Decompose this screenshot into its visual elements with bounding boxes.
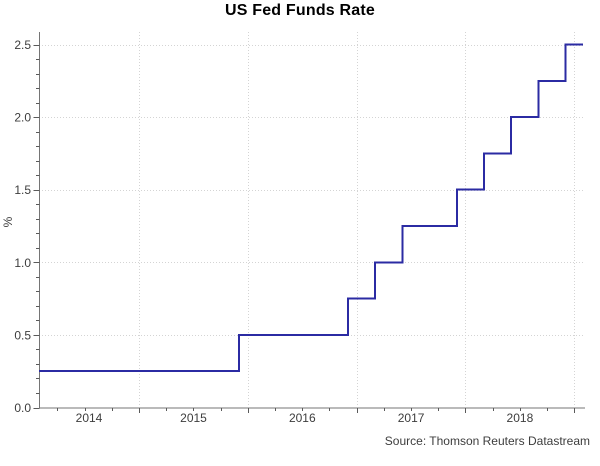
rate-step-line (39, 43, 583, 373)
x-tick-label: 2015 (180, 411, 207, 425)
y-tick-label: 2.0 (14, 111, 31, 125)
source-attribution: Source: Thomson Reuters Datastream (384, 434, 590, 448)
y-tick-label: 1.0 (14, 256, 31, 270)
x-tick-label: 2018 (507, 411, 534, 425)
y-tick-label: 1.5 (14, 183, 31, 197)
y-tick-label: 2.5 (14, 38, 31, 52)
x-tick-label: 2017 (398, 411, 425, 425)
y-tick-label: 0.5 (14, 328, 31, 342)
y-tick-label: 0.0 (14, 401, 31, 415)
x-tick-label: 2016 (289, 411, 316, 425)
x-tick-label: 2014 (76, 411, 103, 425)
chart-title: US Fed Funds Rate (224, 2, 376, 19)
